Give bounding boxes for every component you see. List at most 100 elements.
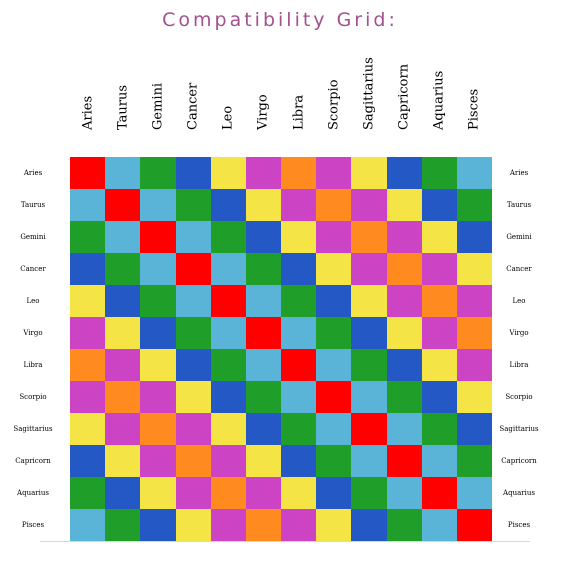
grid-cell: [456, 477, 492, 509]
grid-cell: [386, 157, 422, 189]
column-label: Pisces: [457, 30, 492, 145]
column-label: Virgo: [246, 30, 281, 145]
column-label-text: Pisces: [466, 88, 482, 130]
grid-cell: [105, 157, 141, 189]
grid-cell: [175, 285, 211, 317]
grid-cell: [210, 413, 246, 445]
grid-cell: [421, 253, 457, 285]
row-label: Scorpio: [505, 393, 533, 401]
column-label-text: Taurus: [115, 84, 131, 130]
grid-cell: [245, 477, 281, 509]
grid-cell: [351, 509, 387, 541]
grid-cell: [281, 477, 317, 509]
grid-cell: [210, 189, 246, 221]
grid-cell: [245, 285, 281, 317]
row-label: Scorpio: [19, 393, 47, 401]
compatibility-grid: [70, 157, 492, 541]
grid-cell: [175, 477, 211, 509]
row-label: Aries: [509, 169, 529, 177]
grid-cell: [281, 381, 317, 413]
grid-cell: [210, 253, 246, 285]
grid-cell: [245, 317, 281, 349]
row-label: Taurus: [20, 201, 46, 209]
grid-cell: [245, 157, 281, 189]
grid-cell: [140, 221, 176, 253]
grid-cell: [456, 413, 492, 445]
grid-cell: [316, 413, 352, 445]
grid-cell: [70, 189, 106, 221]
grid-cell: [70, 285, 106, 317]
column-label-text: Gemini: [150, 82, 166, 130]
grid-cell: [386, 189, 422, 221]
grid-cell: [70, 413, 106, 445]
grid-cell: [316, 445, 352, 477]
column-label: Cancer: [176, 30, 211, 145]
grid-cell: [140, 317, 176, 349]
row-label: Gemini: [506, 233, 532, 241]
row-label: Libra: [509, 361, 529, 369]
grid-cell: [175, 413, 211, 445]
grid-cell: [140, 157, 176, 189]
column-label-text: Virgo: [255, 94, 271, 130]
grid-cell: [175, 157, 211, 189]
grid-cell: [281, 253, 317, 285]
grid-cell: [421, 221, 457, 253]
grid-cell: [105, 317, 141, 349]
grid-cell: [316, 349, 352, 381]
grid-cell: [70, 157, 106, 189]
grid-cell: [175, 189, 211, 221]
grid-cell: [386, 381, 422, 413]
grid-cell: [70, 509, 106, 541]
grid-cell: [421, 285, 457, 317]
grid-cell: [351, 413, 387, 445]
grid-cell: [456, 349, 492, 381]
grid-cell: [281, 509, 317, 541]
grid-cell: [210, 477, 246, 509]
column-label-text: Aries: [80, 95, 96, 130]
grid-cell: [421, 317, 457, 349]
grid-cell: [70, 349, 106, 381]
row-label: Aquarius: [17, 489, 49, 497]
row-label: Virgo: [23, 329, 43, 337]
grid-cell: [316, 285, 352, 317]
row-label: Taurus: [506, 201, 532, 209]
grid-cell: [281, 221, 317, 253]
grid-cell: [316, 477, 352, 509]
grid-cell: [351, 477, 387, 509]
grid-cell: [210, 317, 246, 349]
grid-cell: [210, 349, 246, 381]
grid-cell: [421, 413, 457, 445]
grid-cell: [105, 189, 141, 221]
grid-cell: [456, 285, 492, 317]
grid-cell: [140, 285, 176, 317]
grid-cell: [281, 413, 317, 445]
grid-cell: [351, 285, 387, 317]
grid-cell: [386, 445, 422, 477]
grid-cell: [140, 349, 176, 381]
grid-cell: [70, 477, 106, 509]
grid-cell: [175, 381, 211, 413]
column-label-text: Sagittarius: [361, 57, 377, 130]
grid-cell: [245, 445, 281, 477]
column-label-text: Libra: [291, 94, 307, 130]
grid-cell: [175, 509, 211, 541]
page-title: Compatibility Grid:: [162, 9, 398, 31]
grid-cell: [386, 221, 422, 253]
grid-cell: [456, 157, 492, 189]
grid-cell: [105, 381, 141, 413]
grid-cell: [105, 477, 141, 509]
grid-cell: [351, 253, 387, 285]
grid-cell: [105, 509, 141, 541]
grid-cell: [421, 509, 457, 541]
column-label: Gemini: [140, 30, 175, 145]
grid-cell: [175, 349, 211, 381]
grid-cell: [421, 381, 457, 413]
grid-cell: [456, 509, 492, 541]
grid-cell: [316, 221, 352, 253]
grid-cell: [456, 253, 492, 285]
row-label: Capricorn: [15, 457, 51, 465]
row-label: Capricorn: [501, 457, 537, 465]
grid-cell: [70, 445, 106, 477]
grid-cell: [245, 189, 281, 221]
grid-cell: [456, 381, 492, 413]
